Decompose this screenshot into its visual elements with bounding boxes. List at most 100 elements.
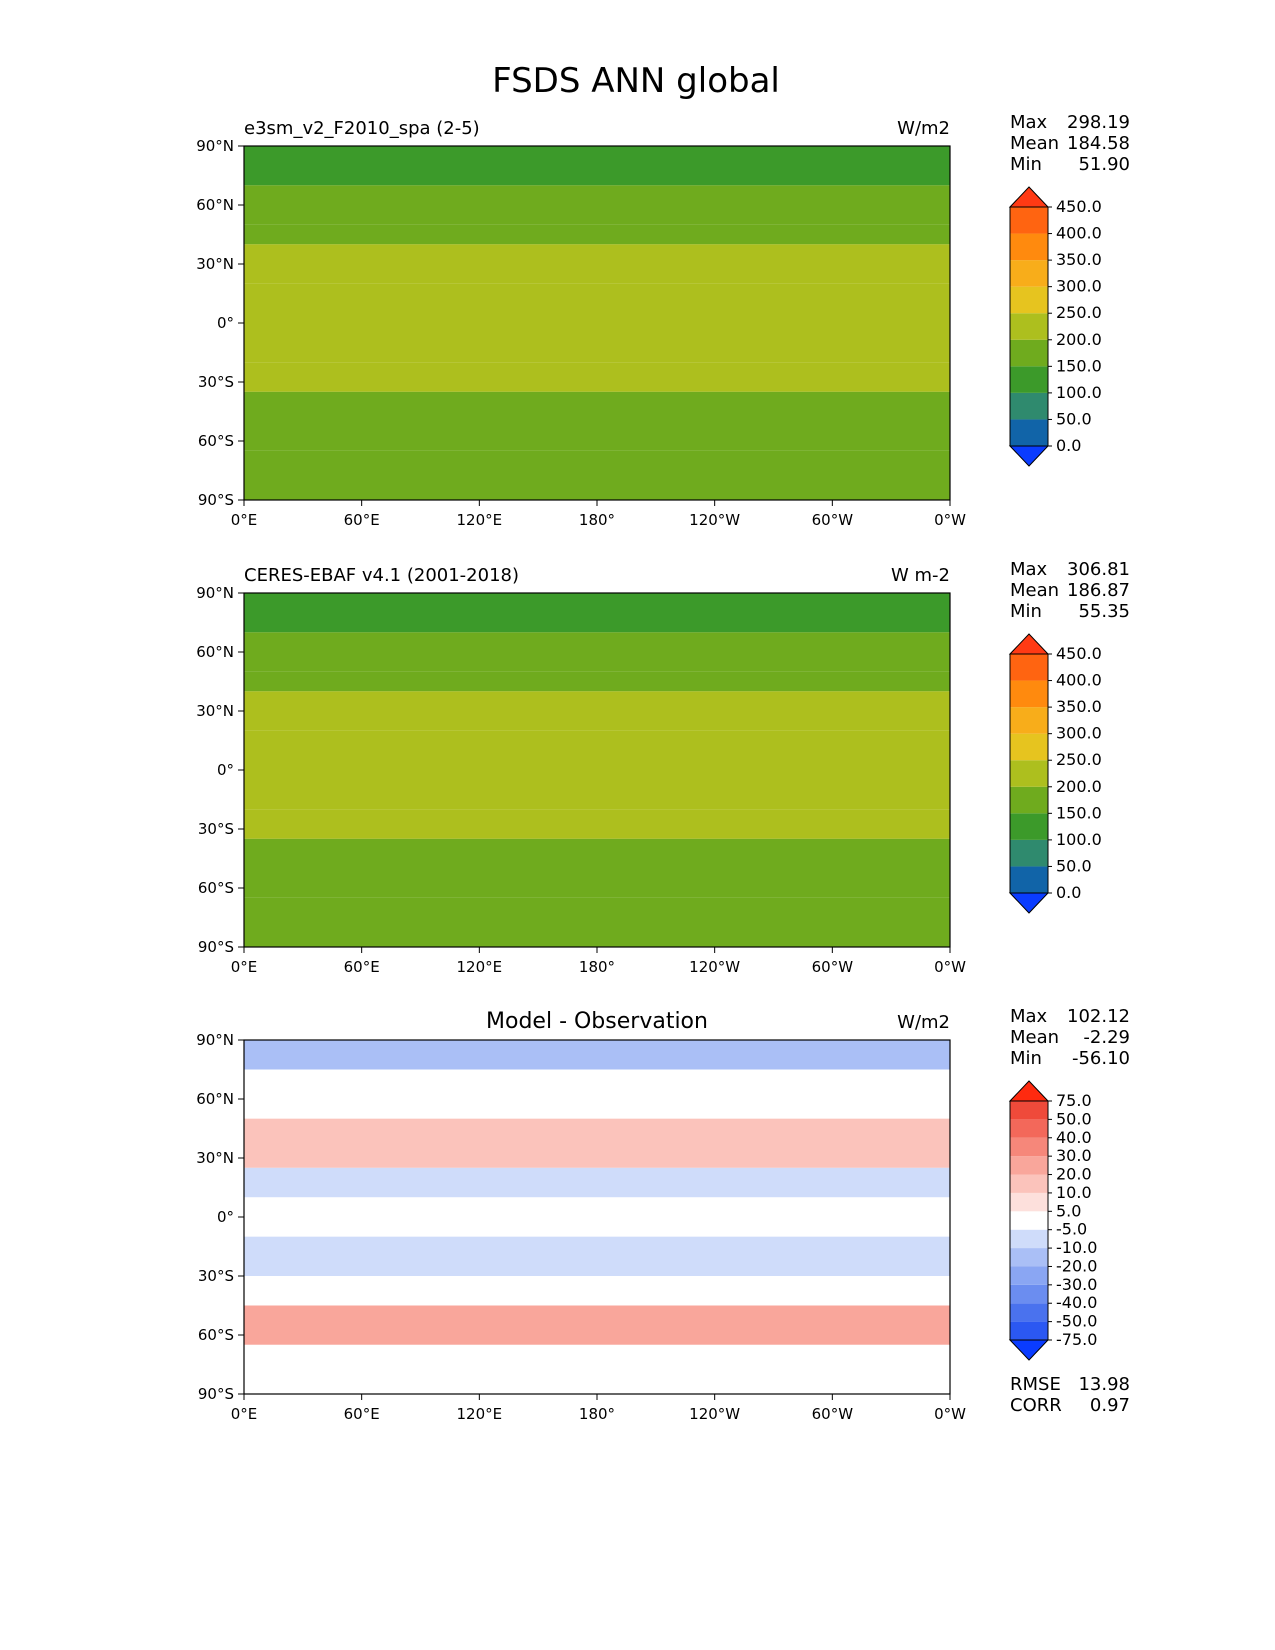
lat-tick-label: 30°N — [196, 255, 234, 273]
colorbar-tick-label: -30.0 — [1056, 1275, 1097, 1294]
lat-tick-label: 90°S — [198, 491, 234, 509]
lon-tick-label: 120°W — [689, 1405, 740, 1423]
field-band — [244, 391, 950, 412]
lat-tick-label: 30°N — [196, 1149, 234, 1167]
colorbar-swatch — [1010, 1284, 1048, 1304]
colorbar-tick-label: 5.0 — [1056, 1201, 1081, 1220]
colorbar-tick-label: 0.0 — [1056, 436, 1081, 455]
colorbar-swatch — [1010, 680, 1048, 708]
map-panel-test: 90°N 60°N 30°N 0° 30°S 60°S 90°S 0°E 60°E 120°E 18… — [196, 112, 1130, 529]
field-band — [244, 1040, 950, 1070]
colorbar-tick-label: 150.0 — [1056, 803, 1102, 822]
field-band — [244, 244, 950, 284]
colorbar-swatch — [1010, 1119, 1048, 1138]
colorbar-extend-min — [1008, 445, 1050, 467]
field-band — [244, 185, 950, 225]
stat-value: -56.10 — [1072, 1048, 1130, 1069]
colorbar-tick-label: 200.0 — [1056, 330, 1102, 349]
colorbar-frame — [1009, 206, 1049, 447]
extra-stat-label: RMSE — [1010, 1374, 1061, 1395]
colorbar-swatch — [1010, 733, 1048, 761]
colorbar-swatch — [1010, 839, 1048, 867]
lon-tick-label: 60°E — [344, 1405, 380, 1423]
lat-tick-label: 30°S — [198, 373, 234, 391]
colorbar-swatch — [1010, 760, 1048, 787]
colorbar-swatch — [1010, 419, 1048, 446]
field-band — [244, 1167, 950, 1198]
lat-tick-label: 60°S — [198, 879, 234, 897]
field-band — [244, 838, 950, 859]
lat-tick-label: 90°S — [198, 1385, 234, 1403]
lon-tick-label: 0°E — [231, 958, 258, 976]
lat-tick-label: 60°S — [198, 432, 234, 450]
stat-label: Mean — [1010, 1027, 1059, 1048]
lat-tick-label: 30°S — [198, 1267, 234, 1285]
field-band — [244, 1344, 950, 1394]
colorbar-tick-label: 300.0 — [1056, 277, 1102, 296]
field-band — [244, 1276, 950, 1306]
colorbar-swatch — [1010, 339, 1048, 367]
panel-title: Model - Observation — [486, 1009, 708, 1034]
lon-tick-label: 120°E — [457, 1405, 503, 1423]
field-band — [244, 224, 950, 245]
stat-label: Min — [1010, 601, 1042, 622]
colorbar-swatch — [1010, 786, 1048, 814]
stat-label: Min — [1010, 1048, 1042, 1069]
lat-tick-label: 0° — [217, 314, 234, 332]
colorbar-frame — [1009, 653, 1049, 894]
colorbar-swatch — [1010, 313, 1048, 340]
colorbar-extend-max — [1008, 1080, 1050, 1102]
colorbar-swatch — [1010, 392, 1048, 420]
colorbar: 0.0 50.0 100.0 150.0 200.0 250.0 300.0 350.0 400… — [1008, 186, 1102, 467]
colorbar-tick-label: 30.0 — [1056, 1146, 1092, 1165]
lon-tick-label: 0°E — [231, 511, 258, 529]
colorbar-tick-label: 10.0 — [1056, 1183, 1092, 1202]
colorbar-tick-label: -40.0 — [1056, 1293, 1097, 1312]
lon-tick-label: 120°E — [457, 958, 503, 976]
colorbar-tick-label: 300.0 — [1056, 724, 1102, 743]
field-band — [244, 1197, 950, 1237]
field-band — [244, 632, 950, 672]
colorbar-tick-label: 250.0 — [1056, 750, 1102, 769]
colorbar-swatch — [1010, 654, 1048, 681]
lon-tick-label: 180° — [579, 1405, 615, 1423]
lat-tick-label: 0° — [217, 1208, 234, 1226]
colorbar-tick-label: 0.0 — [1056, 883, 1081, 902]
stat-value: 298.19 — [1067, 112, 1130, 133]
colorbar-tick-label: -5.0 — [1056, 1220, 1087, 1239]
field-band — [244, 897, 950, 947]
lon-tick-label: 60°W — [812, 958, 854, 976]
figure-title: FSDS ANN global — [492, 61, 780, 101]
colorbar-swatch — [1010, 1101, 1048, 1120]
stat-value: 184.58 — [1067, 133, 1130, 154]
lat-tick-label: 90°N — [196, 1031, 234, 1049]
stat-value: 306.81 — [1067, 559, 1130, 580]
colorbar-extend-min — [1008, 1339, 1050, 1361]
stat-label: Min — [1010, 154, 1042, 175]
colorbar-swatch — [1010, 866, 1048, 893]
lon-tick-label: 60°E — [344, 511, 380, 529]
colorbar-tick-label: 50.0 — [1056, 409, 1092, 428]
colorbar-tick-label: 40.0 — [1056, 1128, 1092, 1147]
colorbar-swatch — [1010, 1211, 1048, 1230]
colorbar-tick-label: -20.0 — [1056, 1256, 1097, 1275]
field-band — [244, 146, 950, 186]
lat-tick-label: 30°N — [196, 702, 234, 720]
colorbar-swatch — [1010, 1321, 1048, 1340]
units-label: W/m2 — [897, 1012, 950, 1033]
colorbar-tick-label: 100.0 — [1056, 383, 1102, 402]
lat-tick-label: 0° — [217, 761, 234, 779]
extra-stat-value: 0.97 — [1090, 1395, 1130, 1416]
colorbar-tick-label: -10.0 — [1056, 1238, 1097, 1257]
colorbar-swatch — [1010, 260, 1048, 287]
field-band — [244, 671, 950, 692]
lon-tick-label: 0°W — [934, 511, 966, 529]
lon-tick-label: 120°W — [689, 958, 740, 976]
lon-tick-label: 0°W — [934, 958, 966, 976]
colorbar-swatch — [1010, 1174, 1048, 1193]
colorbar-swatch — [1010, 207, 1048, 234]
lat-tick-label: 60°S — [198, 1326, 234, 1344]
stat-value: -2.29 — [1083, 1027, 1130, 1048]
field-band — [244, 283, 950, 363]
